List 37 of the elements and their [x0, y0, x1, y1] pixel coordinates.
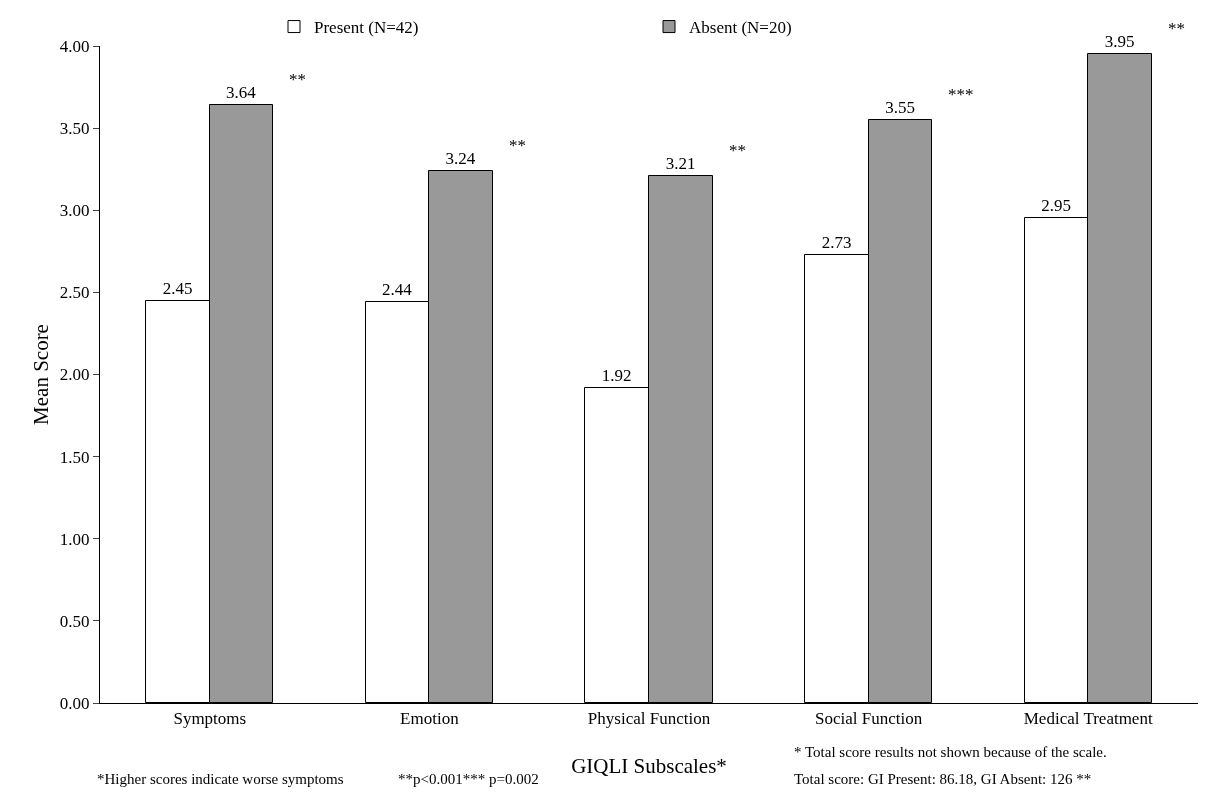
data-label: 2.73: [821, 232, 852, 252]
y-axis-title: Mean Score: [29, 324, 53, 425]
x-tick-label: Emotion: [400, 709, 460, 729]
annotation: **: [289, 70, 306, 89]
text: * Total score results not shown because of the scale.: [794, 744, 1107, 760]
text: *Higher scores indicate worse symptoms: [97, 771, 344, 787]
x-tick-label: Medical Treatment: [1023, 709, 1153, 729]
x-tick-label: Social Function: [815, 709, 923, 729]
y-tick-label: 1.50: [59, 447, 90, 467]
data-label: 3.55: [885, 97, 915, 117]
data-label: 3.21: [665, 153, 696, 173]
data-label: 3.95: [1104, 31, 1135, 51]
annotation: ***: [948, 85, 974, 104]
annotation: **: [509, 136, 526, 155]
annotation: **: [729, 141, 746, 160]
data-label: 2.45: [162, 278, 193, 298]
data-label: 3.64: [225, 82, 257, 102]
y-tick-label: 0.00: [59, 693, 90, 713]
x-axis-title: GIQLI Subscales*: [571, 753, 727, 778]
legend-label: Present (N=42): [314, 18, 419, 38]
y-tick-label: 1.00: [59, 529, 90, 549]
text: **: [1168, 19, 1185, 38]
y-tick-label: 3.00: [59, 201, 90, 221]
text: Total score: GI Present: 86.18, GI Absent: 126 **: [794, 771, 1092, 787]
data-label: 2.95: [1041, 195, 1071, 215]
y-tick-label: 2.50: [59, 283, 90, 303]
data-label: 2.44: [381, 279, 413, 299]
legend-label: Absent (N=20): [689, 18, 792, 38]
y-tick-label: 0.50: [59, 611, 90, 631]
x-tick-label: Symptoms: [173, 709, 247, 729]
y-tick-label: 3.50: [59, 119, 90, 139]
data-label: 3.24: [445, 148, 476, 168]
y-tick-label: 2.00: [59, 365, 90, 385]
x-tick-label: Physical Function: [587, 709, 711, 729]
text: **p<0.001*** p=0.002: [398, 771, 539, 787]
y-tick-label: 4.00: [59, 36, 90, 56]
data-label: 1.92: [601, 365, 632, 385]
